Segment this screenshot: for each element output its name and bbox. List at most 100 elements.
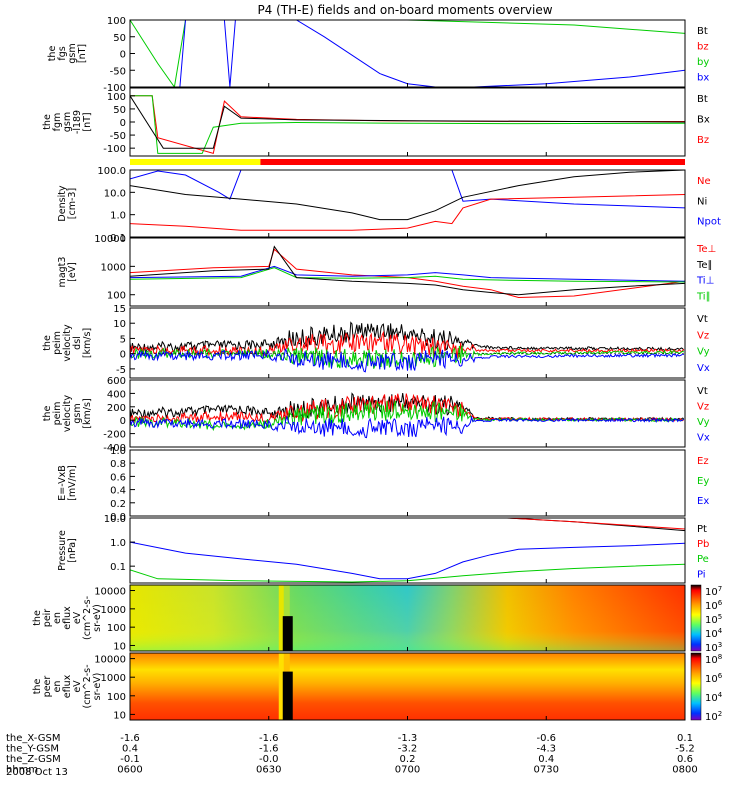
- series-line-Vt: [130, 392, 684, 422]
- y-tick-label: 0.0: [110, 512, 126, 523]
- legend-entry-pressure: Pe: [697, 554, 709, 565]
- spectrogram-ele_spec: [130, 653, 685, 720]
- y-tick-label: 400: [107, 389, 126, 400]
- legend-entry-eperp: Vy: [697, 347, 710, 358]
- y-tick-label: 100: [107, 291, 126, 302]
- colorbar-tick-label: 104: [705, 627, 723, 640]
- panel-density: Ne Ni Npot 100.0 10.0 1.0 0.1 Density[cm-3]: [57, 166, 721, 244]
- colorbar-tick-label: 107: [705, 585, 722, 598]
- y-tick-label: 100: [107, 16, 126, 27]
- series-line-Te⊥: [130, 248, 685, 299]
- x-axis-value: -0.0: [259, 754, 279, 765]
- y-tick-label: 0: [120, 118, 126, 129]
- y-tick-label: 50: [113, 105, 126, 116]
- y-tick-label: 0: [120, 416, 126, 427]
- mode-bar-fast: [260, 159, 685, 165]
- y-tick-label: 5: [120, 334, 126, 345]
- legend-entry-vgsm: Vy: [697, 417, 710, 428]
- legend-entry-vgsm: Vz: [697, 402, 709, 413]
- x-axis-value: 0730: [534, 765, 559, 776]
- colorbar-tick-label: 102: [705, 710, 722, 723]
- legend-entry-fgs: Bt: [697, 26, 708, 37]
- legend-entry-pressure: Pt: [697, 524, 707, 535]
- panel-frame-density: [129, 169, 686, 238]
- colorbar-tick-label: 106: [705, 672, 723, 685]
- legend-entry-vgsm: Vx: [697, 433, 710, 444]
- y-tick-label: 0.8: [110, 459, 126, 470]
- y-tick-label: 100: [107, 623, 126, 634]
- y-tick-label: 1.0: [110, 211, 126, 222]
- x-axis-row-label: the_Z-GSM: [6, 754, 61, 765]
- y-tick-label: 10000: [94, 587, 126, 598]
- panel-frame-efield: [129, 449, 686, 517]
- colorbar-tick-label: 105: [705, 613, 722, 626]
- x-axis-value: 0600: [117, 765, 142, 776]
- legend-entry-density: Npot: [697, 217, 721, 228]
- y-tick-label: 10.0: [104, 514, 126, 525]
- y-axis-label-temperature: magt3[eV]: [57, 257, 78, 288]
- x-axis-value: 0630: [256, 765, 281, 776]
- y-axis-label-efield: E=-VxB[mV/m]: [57, 465, 78, 501]
- series-line-Ne: [130, 194, 685, 231]
- y-axis-label-pressure: Pressure[nPa]: [57, 530, 78, 571]
- y-tick-label: 1.0: [110, 538, 126, 549]
- series-line-by: [130, 20, 685, 87]
- legend-entry-temperature: Te⊥: [696, 244, 716, 255]
- y-axis-label-vgsm: thepeimvelocitygsm[km/s]: [42, 395, 93, 433]
- x-axis-value: -5.2: [675, 744, 695, 755]
- legend-entry-density: Ne: [697, 176, 711, 187]
- series-line-Bz: [130, 95, 685, 155]
- panel-frame-temperature: [129, 237, 686, 307]
- y-tick-label: 0.6: [110, 472, 126, 483]
- panel-eperp: Vt Vz Vy Vx 15 10 5 0 -5 thepeimvelocitydsl[km/s]: [42, 304, 710, 379]
- y-tick-label: 100: [107, 692, 126, 703]
- panel-frame-vgsm: [129, 379, 686, 448]
- legend-entry-temperature: Ti∥: [696, 291, 711, 302]
- legend-entry-fgs: bx: [697, 73, 709, 84]
- y-axis-label-ion_spec: thepeirenefluxeV(cm^2-s-sr-eV): [32, 596, 103, 640]
- x-axis-value: 0.4: [122, 744, 138, 755]
- legend-entry-fgs: bz: [697, 42, 709, 53]
- spectrogram-data-gap: [282, 616, 293, 651]
- y-tick-label: 10000: [94, 655, 126, 666]
- y-tick-label: 0.2: [110, 499, 126, 510]
- legend-entry-eperp: Vx: [697, 363, 710, 374]
- x-axis-value: 0.2: [400, 754, 416, 765]
- legend-entry-vgsm: Vt: [697, 386, 708, 397]
- y-tick-label: -100: [103, 144, 126, 155]
- x-axis-value: -1.3: [398, 733, 418, 744]
- panel-temperature: Te⊥ Te∥ Ti⊥ Ti∥ 10000 1000 100 magt3[eV]: [57, 234, 716, 307]
- legend-entry-efield: Ez: [697, 456, 709, 467]
- colorbar-ele_spec: [690, 652, 702, 721]
- legend-entry-fgm: Bx: [697, 115, 710, 126]
- x-axis-value: 0800: [672, 765, 697, 776]
- legend-entry-pressure: Pb: [697, 539, 709, 550]
- y-axis-label-density: Density[cm-3]: [57, 185, 78, 221]
- series-line-Pe: [130, 563, 685, 583]
- x-axis-value: -0.1: [120, 754, 140, 765]
- legend-entry-pressure: Pi: [697, 569, 706, 580]
- mode-bar-slow: [130, 159, 261, 165]
- x-axis-value: -1.6: [120, 733, 140, 744]
- y-tick-label: -50: [110, 66, 126, 77]
- series-line-Ti⊥: [130, 265, 685, 282]
- y-tick-label: -50: [110, 131, 126, 142]
- series-line-Vt: [130, 321, 685, 354]
- y-tick-label: 0.1: [110, 562, 126, 573]
- y-tick-label: -100: [103, 83, 126, 94]
- y-tick-label: -200: [103, 430, 126, 441]
- spectrogram-data-gap: [282, 671, 293, 720]
- x-axis-row-label: hhmm: [6, 765, 38, 776]
- x-axis-row-label: the_Y-GSM: [6, 744, 59, 755]
- panel-frame-pressure: [129, 517, 686, 584]
- panel-ion_spec: 10710610510410310000100010010thepeirenef…: [32, 584, 723, 654]
- series-line-Ti∥: [130, 267, 685, 283]
- x-axis-value: -1.6: [259, 744, 279, 755]
- series-line-Pi: [130, 541, 685, 580]
- y-tick-label: 1000: [101, 605, 126, 616]
- panel-fgm: Bt Bx Bz 100 50 0 -50 -100 thefgmgsm-l189[nT]: [42, 87, 710, 157]
- legend-entry-fgm: Bt: [697, 94, 708, 105]
- x-axis-row-label: the_X-GSM: [6, 733, 60, 744]
- series-line-Vx: [130, 348, 685, 373]
